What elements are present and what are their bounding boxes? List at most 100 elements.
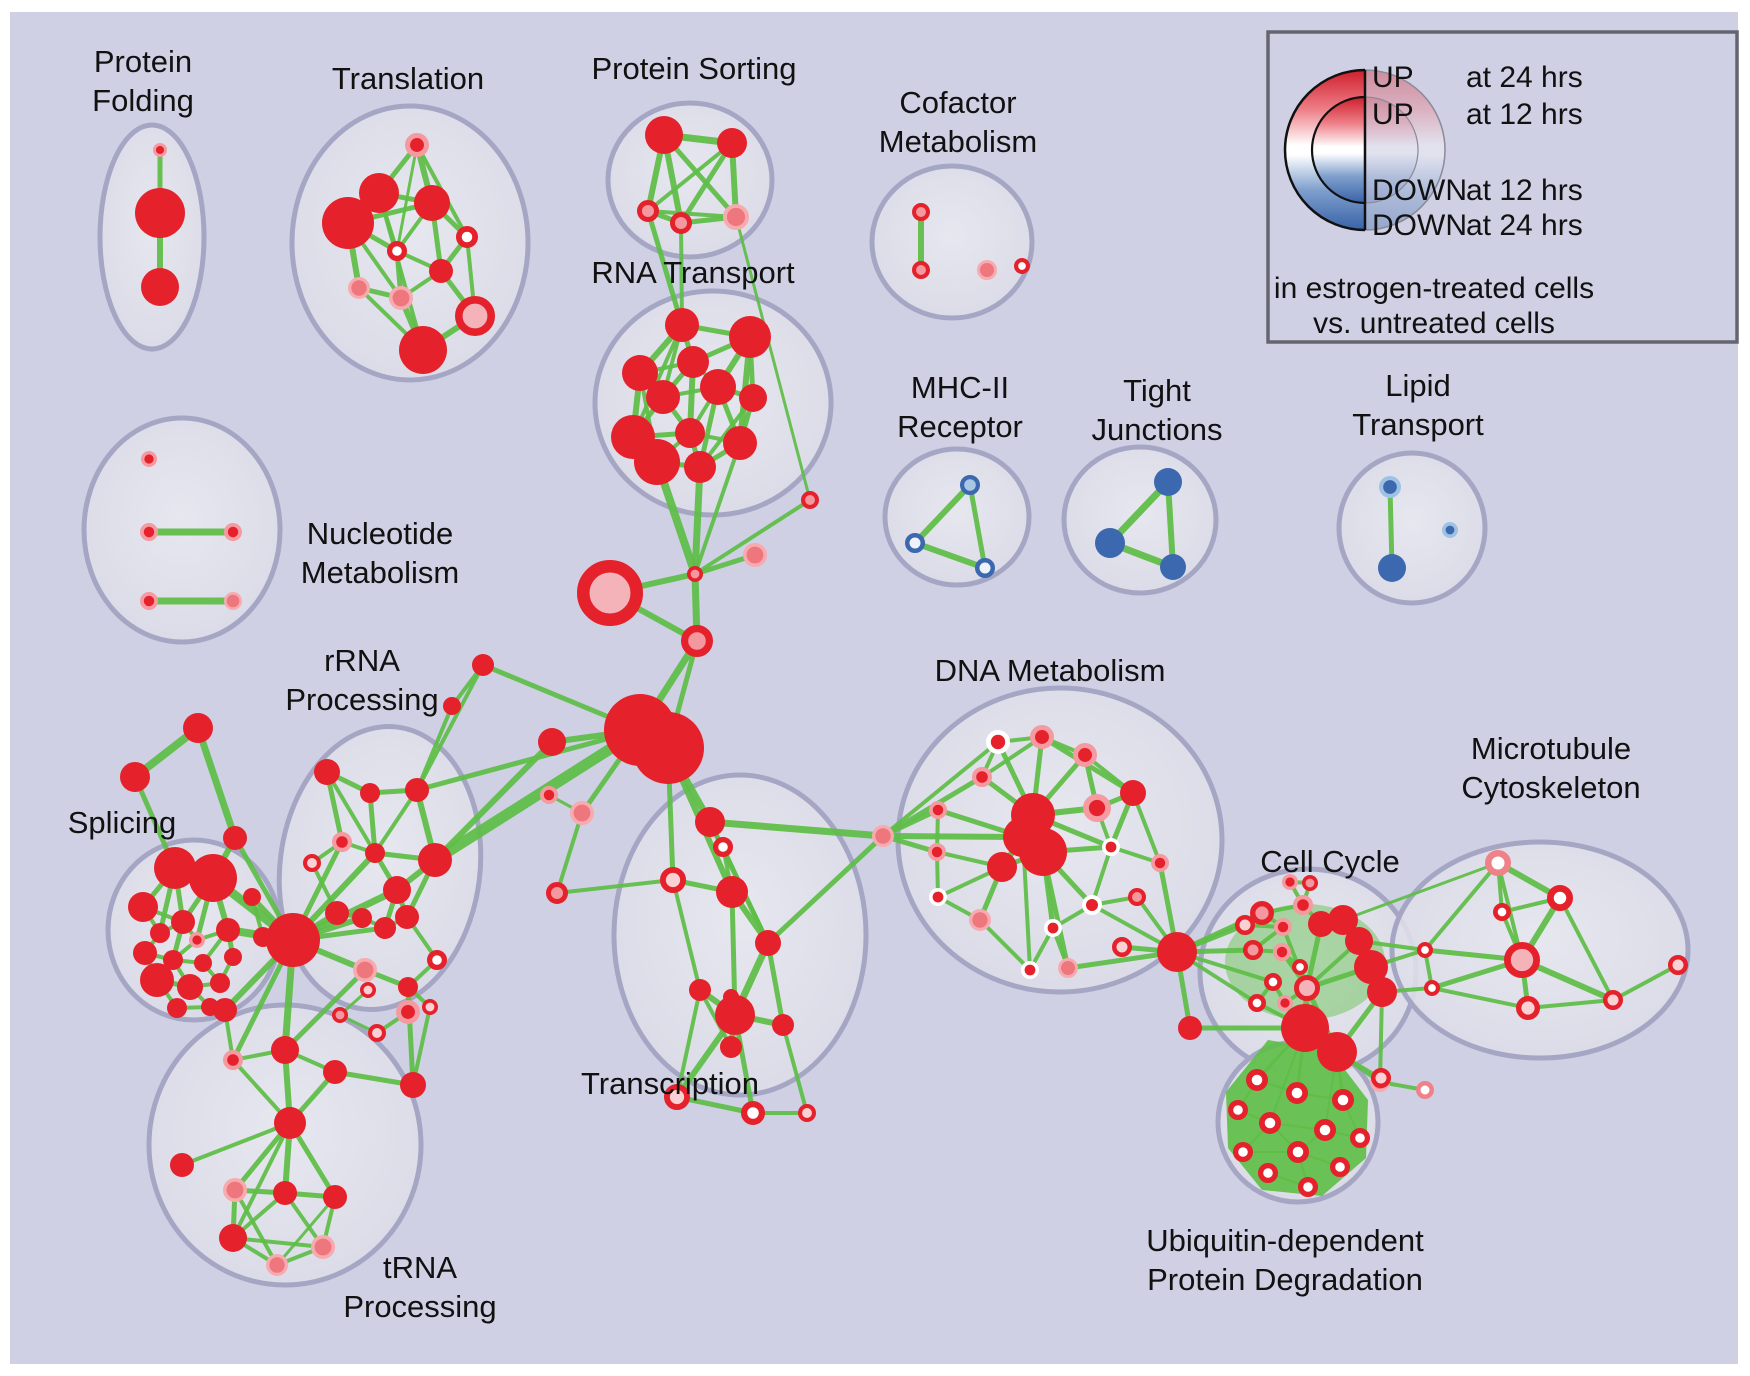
gene-node (224, 948, 242, 966)
cluster-label-splicing: Splicing (68, 805, 177, 840)
gene-node (1274, 918, 1293, 937)
gene-node (659, 866, 686, 893)
network-edge (332, 1069, 416, 1088)
gene-node (219, 1224, 247, 1252)
gene-node (742, 542, 767, 567)
cluster-label-lipid-transport: Lipid (1385, 368, 1451, 403)
network-edge (432, 739, 555, 863)
gene-node (323, 1185, 347, 1209)
gene-node (359, 981, 376, 998)
gene-node (170, 1153, 194, 1177)
gene-node (135, 188, 185, 238)
gene-node (1232, 1141, 1253, 1162)
gene-node (1178, 1016, 1202, 1040)
legend-outer-arc-left (1283, 68, 1366, 232)
gene-node (798, 1104, 817, 1123)
gene-node (347, 276, 370, 299)
gene-node (216, 918, 240, 942)
gene-node (677, 346, 709, 378)
network-edge (1165, 479, 1176, 570)
gene-node (1282, 873, 1299, 890)
gene-node (1058, 958, 1078, 978)
gene-node (405, 778, 429, 802)
gene-node (969, 909, 992, 932)
gene-node (1371, 1068, 1391, 1088)
gene-node (1378, 554, 1406, 582)
gene-node (302, 854, 321, 873)
gene-node (120, 762, 150, 792)
network-edge (1611, 963, 1680, 1002)
gene-node (684, 451, 716, 483)
network-edge (233, 1188, 279, 1267)
cluster-ellipse-rrna-processing (276, 724, 484, 1012)
gene-node (712, 836, 733, 857)
cluster-label-rrna-processing: Processing (285, 682, 438, 717)
gene-node (1297, 1176, 1318, 1197)
gene-node (801, 490, 820, 509)
gene-node (332, 831, 353, 852)
network-edge (180, 1121, 292, 1167)
cluster-label-nucleotide-metabolism: Nucleotide (307, 516, 453, 551)
gene-node (150, 923, 170, 943)
gene-node (1154, 468, 1182, 496)
gene-node (139, 523, 158, 542)
gene-node (872, 825, 895, 848)
gene-node (224, 591, 243, 610)
gene-node (383, 876, 411, 904)
gene-node (322, 197, 374, 249)
network-edge (1090, 845, 1113, 907)
network-edge (429, 724, 646, 866)
gene-node (1160, 554, 1186, 580)
legend-entry-time: at 12 hrs (1466, 98, 1583, 131)
gene-node (680, 624, 713, 657)
gene-node (646, 380, 680, 414)
network-edge (414, 727, 643, 793)
network-edge (645, 208, 685, 328)
gene-node (273, 1181, 297, 1205)
network-edge (275, 1195, 337, 1267)
network-edge (693, 498, 812, 576)
network-edge (693, 441, 742, 576)
cluster-label-protein-folding: Protein (94, 44, 192, 79)
network-edge (1558, 896, 1615, 1002)
gene-node (1044, 918, 1063, 937)
gene-node (723, 203, 750, 230)
gene-node (325, 901, 349, 925)
gene-node (1293, 974, 1320, 1001)
gene-node (1416, 942, 1433, 959)
gene-node (755, 930, 781, 956)
network-edge (1341, 861, 1500, 922)
legend-entry-label: DOWN (1372, 209, 1467, 242)
cluster-label-trna-processing: tRNA (383, 1250, 457, 1285)
network-edge (765, 940, 786, 1028)
gene-node (1547, 885, 1574, 912)
gene-node (720, 1036, 742, 1058)
gene-node (443, 697, 461, 715)
gene-node (154, 847, 196, 889)
gene-node (265, 1254, 288, 1277)
gene-node (1082, 895, 1102, 915)
legend-box (1266, 30, 1739, 344)
cluster-ellipse-tight-junctions (1061, 444, 1219, 596)
gene-node (545, 881, 568, 904)
cluster-label-microtubule-cytoskeleton: Cytoskeleton (1461, 770, 1640, 805)
gene-node (1317, 1032, 1357, 1072)
gene-node (905, 533, 925, 553)
gene-node (331, 1006, 348, 1023)
network-edge (678, 140, 735, 226)
network-edge (880, 833, 1026, 840)
gene-node (1354, 950, 1388, 984)
gene-node (1603, 990, 1623, 1010)
gene-node (1249, 901, 1274, 926)
gene-node (1258, 1111, 1281, 1134)
gene-node (1302, 874, 1319, 891)
gene-node (622, 355, 658, 391)
legend-entry-time: at 12 hrs (1466, 174, 1583, 207)
gene-node (360, 783, 380, 803)
cluster-label-microtubule-cytoskeleton: Microtubule (1471, 731, 1631, 766)
cluster-label-mhc-ii-receptor: Receptor (897, 409, 1023, 444)
cluster-label-protein-folding: Folding (92, 83, 194, 118)
gene-node (139, 592, 158, 611)
cluster-label-ubiquitin-degradation: Ubiquitin-dependent (1146, 1223, 1424, 1258)
